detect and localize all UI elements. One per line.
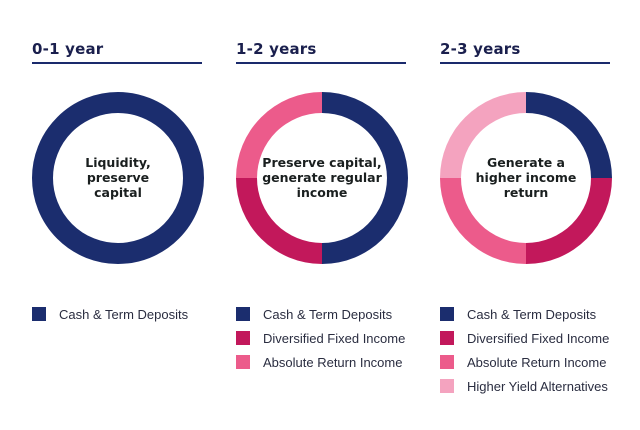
legend-label: Absolute Return Income (467, 354, 607, 370)
donut-slice-absolute-return-income (440, 178, 526, 264)
legend: Cash & Term Deposits (32, 302, 188, 326)
legend-swatch (236, 307, 250, 321)
legend-swatch (440, 379, 454, 393)
chart-title: 1-2 years (236, 40, 317, 58)
donut-chart: Preserve capital, generate regular income (236, 90, 408, 270)
center-label-line: Liquidity, (85, 155, 151, 170)
legend-label: Higher Yield Alternatives (467, 378, 608, 394)
center-label-line: higher income (476, 170, 577, 185)
donut-slice-cash-term-deposits (322, 92, 408, 264)
legend-swatch (440, 307, 454, 321)
legend-item-diversified-fixed-income: Diversified Fixed Income (440, 326, 609, 350)
legend-item-higher-yield-alternatives: Higher Yield Alternatives (440, 374, 609, 398)
center-label-line: preserve (87, 170, 149, 185)
legend-item-cash-term-deposits: Cash & Term Deposits (440, 302, 609, 326)
legend: Cash & Term Deposits Diversified Fixed In… (236, 302, 405, 374)
legend-swatch (32, 307, 46, 321)
legend-item-cash-term-deposits: Cash & Term Deposits (236, 302, 405, 326)
legend-swatch (440, 355, 454, 369)
donut-slice-cash-term-deposits (526, 92, 612, 178)
chart-title: 0-1 year (32, 40, 104, 58)
donut-slice-cash-term-deposits (32, 92, 204, 264)
legend-item-absolute-return-income: Absolute Return Income (236, 350, 405, 374)
legend-swatch (236, 331, 250, 345)
center-label-line: income (297, 185, 348, 200)
donut-chart: Liquidity, preserve capital (32, 90, 204, 270)
center-label-line: generate regular (262, 170, 382, 185)
legend-item-diversified-fixed-income: Diversified Fixed Income (236, 326, 405, 350)
chart-title: 2-3 years (440, 40, 521, 58)
legend-swatch (236, 355, 250, 369)
center-label-line: capital (94, 185, 142, 200)
center-label-line: Generate a (487, 155, 565, 170)
legend-label: Cash & Term Deposits (263, 306, 393, 322)
legend-swatch (440, 331, 454, 345)
center-label-line: Preserve capital, (262, 155, 381, 170)
legend-label: Absolute Return Income (263, 354, 403, 370)
donut-slice-diversified-fixed-income (526, 178, 612, 264)
legend-item-absolute-return-income: Absolute Return Income (440, 350, 609, 374)
legend: Cash & Term Deposits Diversified Fixed In… (440, 302, 609, 398)
title-divider (236, 62, 406, 64)
title-divider (440, 62, 610, 64)
legend-label: Diversified Fixed Income (467, 330, 610, 346)
legend-label: Cash & Term Deposits (467, 306, 597, 322)
donut-slice-diversified-fixed-income (236, 178, 322, 264)
legend-label: Cash & Term Deposits (59, 306, 189, 322)
donut-slice-higher-yield-alternatives (440, 92, 526, 178)
legend-item-cash-term-deposits: Cash & Term Deposits (32, 302, 188, 326)
donut-chart: Generate a higher income return (440, 90, 612, 270)
legend-label: Diversified Fixed Income (263, 330, 406, 346)
donut-slice-absolute-return-income (236, 92, 322, 178)
title-divider (32, 62, 202, 64)
center-label-line: return (504, 185, 549, 200)
